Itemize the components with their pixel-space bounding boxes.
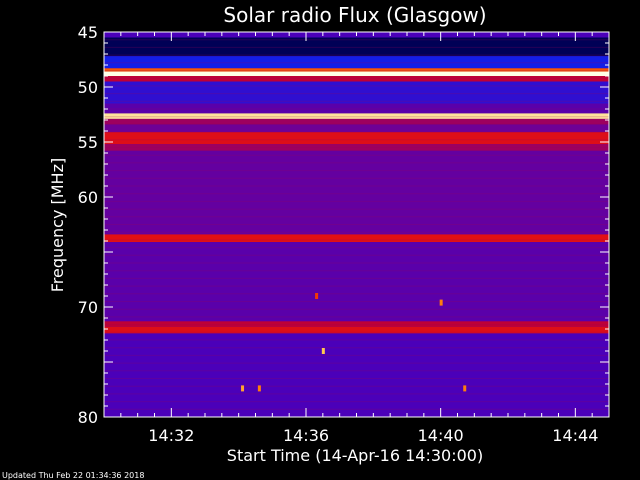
frequency-band-4 — [104, 71, 609, 76]
y-tick-label: 80 — [78, 408, 98, 427]
x-axis-label: Start Time (14-Apr-16 14:30:00) — [227, 446, 483, 465]
burst-mark-4 — [463, 385, 467, 392]
y-axis-label: Frequency [MHz] — [48, 158, 67, 292]
y-tick-label: 55 — [78, 133, 98, 152]
frequency-band-13 — [104, 150, 609, 235]
frequency-band-11 — [104, 132, 609, 145]
chart-title: Solar radio Flux (Glasgow) — [223, 3, 486, 27]
plot-area — [104, 31, 609, 417]
frequency-band-17 — [104, 326, 609, 334]
frequency-band-10 — [104, 124, 609, 133]
y-tick-label: 60 — [78, 188, 98, 207]
updated-footer: Updated Thu Feb 22 01:34:36 2018 — [2, 471, 144, 480]
y-tick-label: 50 — [78, 78, 98, 97]
burst-mark-0 — [321, 348, 325, 354]
burst-mark-1 — [241, 385, 245, 392]
frequency-band-7 — [104, 103, 609, 114]
frequency-band-5 — [104, 76, 609, 82]
plot-axes: 45 50 55 60 70 80 14:32 14:36 14:40 14:44 — [78, 23, 610, 445]
frequency-band-3 — [104, 68, 609, 72]
y-tick-label: 70 — [78, 298, 98, 317]
frequency-band-8 — [104, 113, 609, 119]
frequency-band-9 — [104, 118, 609, 125]
burst-mark-3 — [439, 299, 443, 306]
frequency-band-18 — [104, 333, 609, 417]
frequency-band-2 — [104, 56, 609, 69]
frequency-band-12 — [104, 144, 609, 151]
frequency-band-15 — [104, 242, 609, 322]
x-tick-label: 14:44 — [552, 426, 598, 445]
x-tick-label: 14:32 — [148, 426, 194, 445]
x-tick-label: 14:40 — [418, 426, 464, 445]
frequency-band-1 — [104, 37, 609, 57]
burst-mark-5 — [315, 293, 319, 299]
y-tick-label: 45 — [78, 23, 98, 42]
burst-mark-2 — [257, 385, 261, 392]
frequency-band-16 — [104, 321, 609, 327]
x-tick-label: 14:36 — [283, 426, 329, 445]
frequency-band-6 — [104, 81, 609, 104]
frequency-band-14 — [104, 234, 609, 243]
